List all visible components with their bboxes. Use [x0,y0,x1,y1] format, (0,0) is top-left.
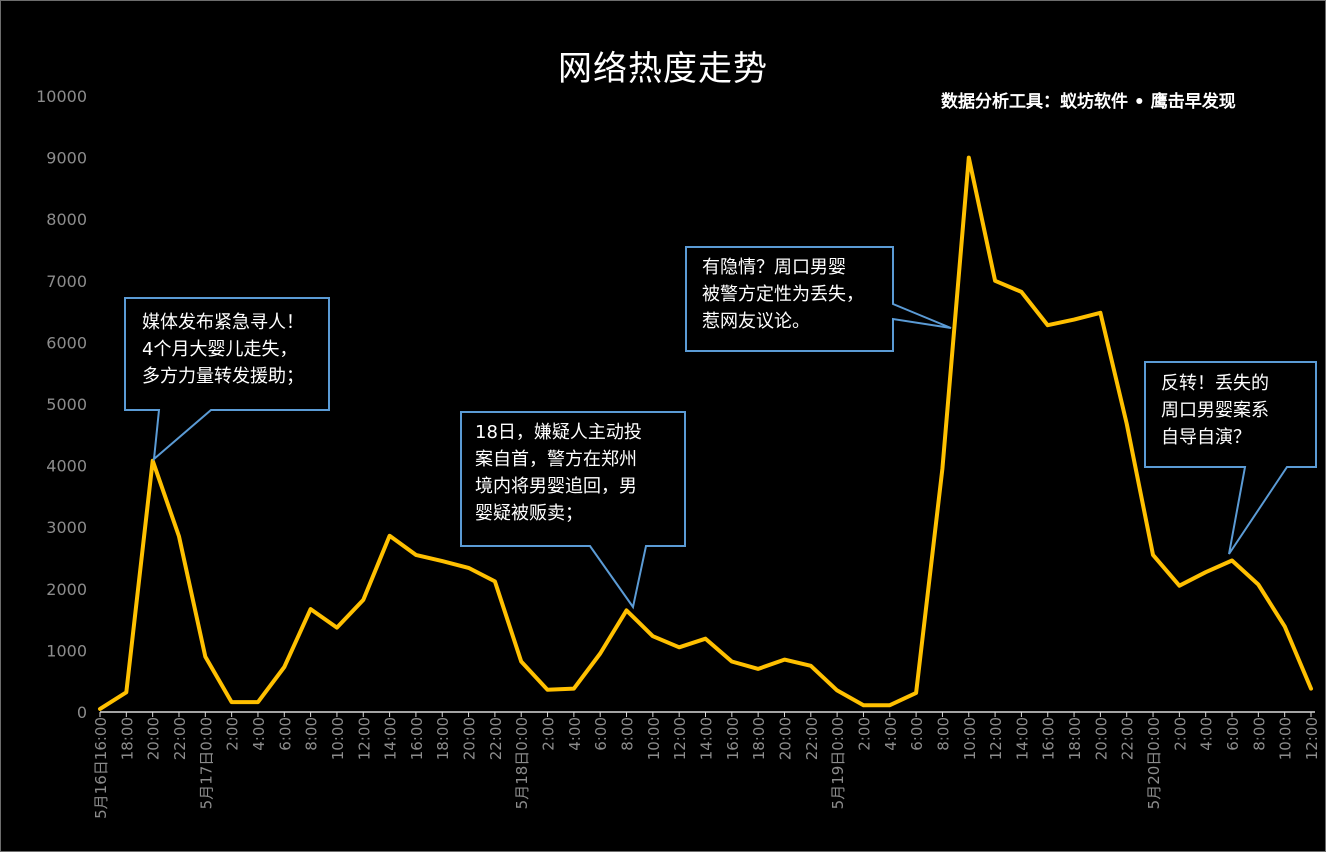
x-tick-label: 2:00 [855,717,873,751]
callout-3-line-2: 被警方定性为丢失， [702,284,864,305]
chart-subtitle: 数据分析工具：蚁坊软件 • 鹰击早发现 [941,92,1236,112]
x-tick-label: 16:00 [1040,717,1058,760]
callout-text-1: 媒体发布紧急寻人！ 4个月大婴儿走失， 多方力量转发援助； [142,309,304,390]
x-tick-label: 20:00 [145,717,163,760]
x-tick-label: 8:00 [303,717,321,751]
x-tick-label: 10:00 [961,717,979,760]
x-tick-label: 4:00 [882,717,900,751]
x-tick-label: 16:00 [408,717,426,760]
x-tick-label: 16:00 [724,717,742,760]
callout-1-line-1: 媒体发布紧急寻人！ [142,312,304,333]
x-tick-label: 5月20日0:00 [1145,717,1163,809]
x-tick-label: 14:00 [382,717,400,760]
x-tick-label: 2:00 [1171,717,1189,751]
x-tick-label: 8:00 [1250,717,1268,751]
y-tick-label: 6000 [46,333,87,352]
y-tick-label: 7000 [46,272,87,291]
callout-4-line-2: 周口男婴案系 [1161,400,1269,421]
x-tick-label: 5月19日0:00 [829,717,847,809]
callout-text-4: 反转！丢失的 周口男婴案系 自导自演？ [1161,370,1269,451]
series-line [98,155,1313,711]
x-tick-label: 6:00 [1224,717,1242,751]
callout-2-line-2: 案自首，警方在郑州 [475,449,637,470]
x-tick-label: 8:00 [619,717,637,751]
callout-4-line-1: 反转！丢失的 [1161,373,1269,394]
callout-box-1 [124,297,330,462]
x-tick-label: 22:00 [803,717,821,760]
x-tick-label: 2:00 [224,717,242,751]
y-tick-label: 8000 [46,210,87,229]
x-tick-label: 10:00 [645,717,663,760]
x-tick-label: 2:00 [540,717,558,751]
y-tick-label: 5000 [46,395,87,414]
x-tick-label: 4:00 [250,717,268,751]
x-tick-label: 18:00 [118,717,136,760]
y-tick-label: 9000 [46,149,87,168]
callout-2-line-3: 境内将男婴追回，男 [475,476,637,497]
chart-title: 网络热度走势 [558,49,768,89]
callout-1-line-3: 多方力量转发援助； [142,366,304,387]
callout-box-2 [460,411,686,610]
callout-text-2: 18日，嫌疑人主动投 案自首，警方在郑州 境内将男婴追回，男 婴疑被贩卖； [475,419,642,527]
x-tick-label: 10:00 [329,717,347,760]
y-tick-label: 0 [77,703,87,722]
x-tick-label: 4:00 [1198,717,1216,751]
x-tick-label: 20:00 [1092,717,1110,760]
x-tick-label: 12:00 [355,717,373,760]
x-tick-label: 12:00 [1303,717,1321,760]
callout-1-line-2: 4个月大婴儿走失， [142,339,298,360]
callout-3-line-3: 惹网友议论。 [702,311,810,332]
x-tick-label: 12:00 [987,717,1005,760]
y-tick-label: 4000 [46,457,87,476]
callout-box-4 [1144,361,1317,555]
callout-3-line-1: 有隐情？周口男婴 [702,257,846,278]
x-tick-label: 4:00 [566,717,584,751]
callout-4-line-3: 自导自演？ [1161,427,1251,448]
x-tick-label: 20:00 [461,717,479,760]
callout-box-3 [685,246,952,352]
x-tick-label: 8:00 [934,717,952,751]
x-tick-label: 22:00 [1119,717,1137,760]
x-tick-label: 18:00 [434,717,452,760]
x-tick-label: 22:00 [171,717,189,760]
callout-text-3: 有隐情？周口男婴 被警方定性为丢失， 惹网友议论。 [702,254,864,335]
x-tick-label: 6:00 [276,717,294,751]
x-tick-label: 5月16日16:00 [92,717,110,819]
callout-2-line-1: 18日，嫌疑人主动投 [475,422,642,443]
x-tick-label: 22:00 [487,717,505,760]
x-tick-label: 5月18日0:00 [513,717,531,809]
y-tick-label: 1000 [46,641,87,660]
y-tick-label: 10000 [36,87,87,106]
x-tick-label: 14:00 [1013,717,1031,760]
y-tick-label: 2000 [46,580,87,599]
x-tick-label: 20:00 [776,717,794,760]
x-tick-label: 18:00 [750,717,768,760]
callout-2-line-4: 婴疑被贩卖； [475,503,583,524]
x-tick-label: 6:00 [908,717,926,751]
y-tick-label: 3000 [46,518,87,537]
x-tick-label: 10:00 [1277,717,1295,760]
x-tick-label: 18:00 [1066,717,1084,760]
x-tick-label: 6:00 [592,717,610,751]
x-tick-label: 5月17日0:00 [197,717,215,809]
x-tick-label: 12:00 [671,717,689,760]
x-tick-label: 14:00 [698,717,716,760]
